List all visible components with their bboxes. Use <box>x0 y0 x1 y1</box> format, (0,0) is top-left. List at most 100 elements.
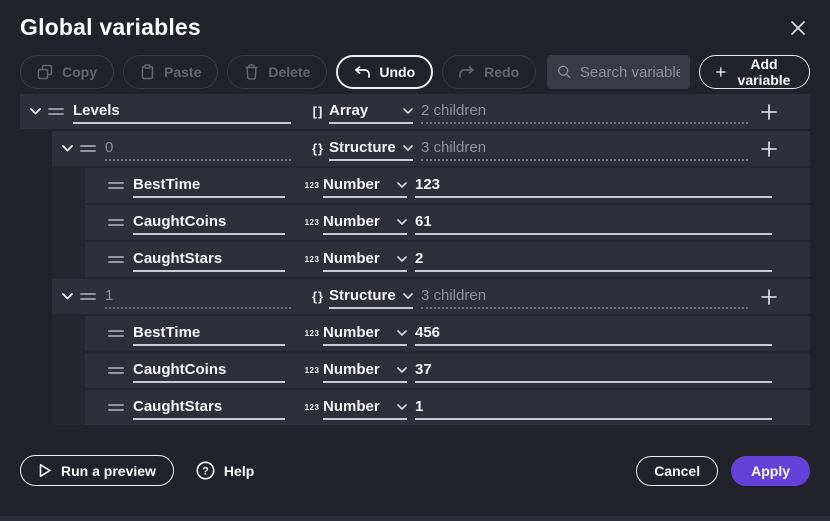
search-input[interactable] <box>579 63 681 81</box>
chevron-down-icon[interactable] <box>62 145 74 152</box>
redo-button[interactable]: Redo <box>442 55 537 89</box>
type-label: Structure <box>329 287 396 304</box>
add-child-button[interactable] <box>756 99 782 125</box>
chevron-down-icon <box>397 255 407 262</box>
copy-button[interactable]: Copy <box>20 55 114 89</box>
apply-button[interactable]: Apply <box>731 455 810 486</box>
variable-value-field[interactable]: 2 <box>415 247 772 272</box>
levels-children-group: 0 {} Structure 3 children BestTime 123 N… <box>52 131 810 425</box>
copy-icon <box>37 64 53 80</box>
drag-handle-icon[interactable] <box>80 293 96 300</box>
variable-name-field[interactable]: 1 <box>105 284 291 309</box>
close-icon <box>791 20 805 35</box>
type-label: Number <box>323 213 380 230</box>
type-label: Structure <box>329 139 396 156</box>
dialog-footer: Run a preview ? Help Cancel Apply <box>20 455 810 486</box>
trash-icon <box>245 64 258 80</box>
help-icon: ? <box>196 461 215 480</box>
variable-value-field[interactable]: 456 <box>415 321 772 346</box>
type-select[interactable]: Number <box>323 247 407 272</box>
chevron-down-icon <box>397 366 407 373</box>
chevron-down-icon <box>403 144 413 151</box>
children-count[interactable]: 3 children <box>421 284 748 309</box>
type-label: Number <box>323 361 380 378</box>
type-select[interactable]: Number <box>323 395 407 420</box>
play-icon <box>39 464 51 477</box>
type-label: Array <box>329 102 369 119</box>
search-box <box>547 55 691 89</box>
dialog-header: Global variables <box>20 0 810 42</box>
children-count[interactable]: 3 children <box>421 136 748 161</box>
type-label: Number <box>323 250 380 267</box>
chevron-down-icon[interactable] <box>30 108 42 115</box>
chevron-down-icon <box>403 107 413 114</box>
chevron-down-icon <box>397 403 407 410</box>
type-select[interactable]: Structure <box>329 284 413 309</box>
children-count[interactable]: 2 children <box>421 99 748 124</box>
plus-icon <box>761 140 777 157</box>
number-type-icon: 123 <box>304 366 320 375</box>
type-select[interactable]: Number <box>323 358 407 383</box>
drag-handle-icon[interactable] <box>108 330 124 337</box>
plus-icon <box>761 288 777 305</box>
variable-value-field[interactable]: 37 <box>415 358 772 383</box>
structure-1-children-group: BestTime 123 Number 456 CaughtCoins 123 … <box>85 316 810 425</box>
undo-label: Undo <box>379 64 416 80</box>
variable-value-field[interactable]: 1 <box>415 395 772 420</box>
variable-name-field[interactable]: 0 <box>105 136 291 161</box>
variable-name-field[interactable]: BestTime <box>133 173 285 198</box>
structure-type-icon: {} <box>311 289 325 304</box>
variable-name-field[interactable]: BestTime <box>133 321 285 346</box>
drag-handle-icon[interactable] <box>108 182 124 189</box>
variable-row-besttime: BestTime 123 Number 123 <box>85 168 810 203</box>
type-select[interactable]: Array <box>329 99 413 124</box>
toolbar: Copy Paste Delete Undo Redo Add variable <box>20 55 810 89</box>
array-type-icon: [] <box>312 104 324 119</box>
number-type-icon: 123 <box>304 255 320 264</box>
drag-handle-icon[interactable] <box>108 404 124 411</box>
variable-value-field[interactable]: 61 <box>415 210 772 235</box>
type-select[interactable]: Number <box>323 210 407 235</box>
add-child-button[interactable] <box>756 136 782 162</box>
structure-type-icon: {} <box>311 141 325 156</box>
variable-value-field[interactable]: 123 <box>415 173 772 198</box>
number-type-icon: 123 <box>304 218 320 227</box>
cancel-button[interactable]: Cancel <box>636 455 719 486</box>
add-child-button[interactable] <box>756 284 782 310</box>
drag-handle-icon[interactable] <box>108 256 124 263</box>
chevron-down-icon[interactable] <box>62 293 74 300</box>
close-button[interactable] <box>786 16 810 40</box>
redo-label: Redo <box>484 64 520 80</box>
paste-button[interactable]: Paste <box>123 55 219 89</box>
svg-text:?: ? <box>202 465 209 477</box>
undo-icon <box>355 66 371 78</box>
run-preview-button[interactable]: Run a preview <box>20 455 174 486</box>
chevron-down-icon <box>397 181 407 188</box>
variable-row-levels: Levels [] Array 2 children <box>20 94 810 129</box>
drag-handle-icon[interactable] <box>108 219 124 226</box>
type-select[interactable]: Number <box>323 321 407 346</box>
variable-row-caughtstars: CaughtStars 123 Number 1 <box>85 390 810 425</box>
variable-name-field[interactable]: CaughtCoins <box>133 210 285 235</box>
variable-name-field[interactable]: CaughtCoins <box>133 358 285 383</box>
help-button[interactable]: ? Help <box>184 455 266 486</box>
drag-handle-icon[interactable] <box>108 367 124 374</box>
delete-label: Delete <box>268 64 311 80</box>
number-type-icon: 123 <box>304 403 320 412</box>
type-select[interactable]: Structure <box>329 136 413 161</box>
drag-handle-icon[interactable] <box>80 145 96 152</box>
help-label: Help <box>223 462 255 479</box>
type-select[interactable]: Number <box>323 173 407 198</box>
drag-handle-icon[interactable] <box>48 108 64 115</box>
cancel-label: Cancel <box>654 462 701 479</box>
variable-name-field[interactable]: CaughtStars <box>133 247 285 272</box>
add-variable-button[interactable]: Add variable <box>699 55 810 89</box>
number-type-icon: 123 <box>304 329 320 338</box>
window-bottom-edge <box>0 516 830 521</box>
variable-name-field[interactable]: CaughtStars <box>133 395 285 420</box>
undo-button[interactable]: Undo <box>336 55 434 89</box>
page-title: Global variables <box>20 14 201 40</box>
variable-name-field[interactable]: Levels <box>73 99 291 124</box>
delete-button[interactable]: Delete <box>227 55 328 89</box>
type-label: Number <box>323 324 380 341</box>
